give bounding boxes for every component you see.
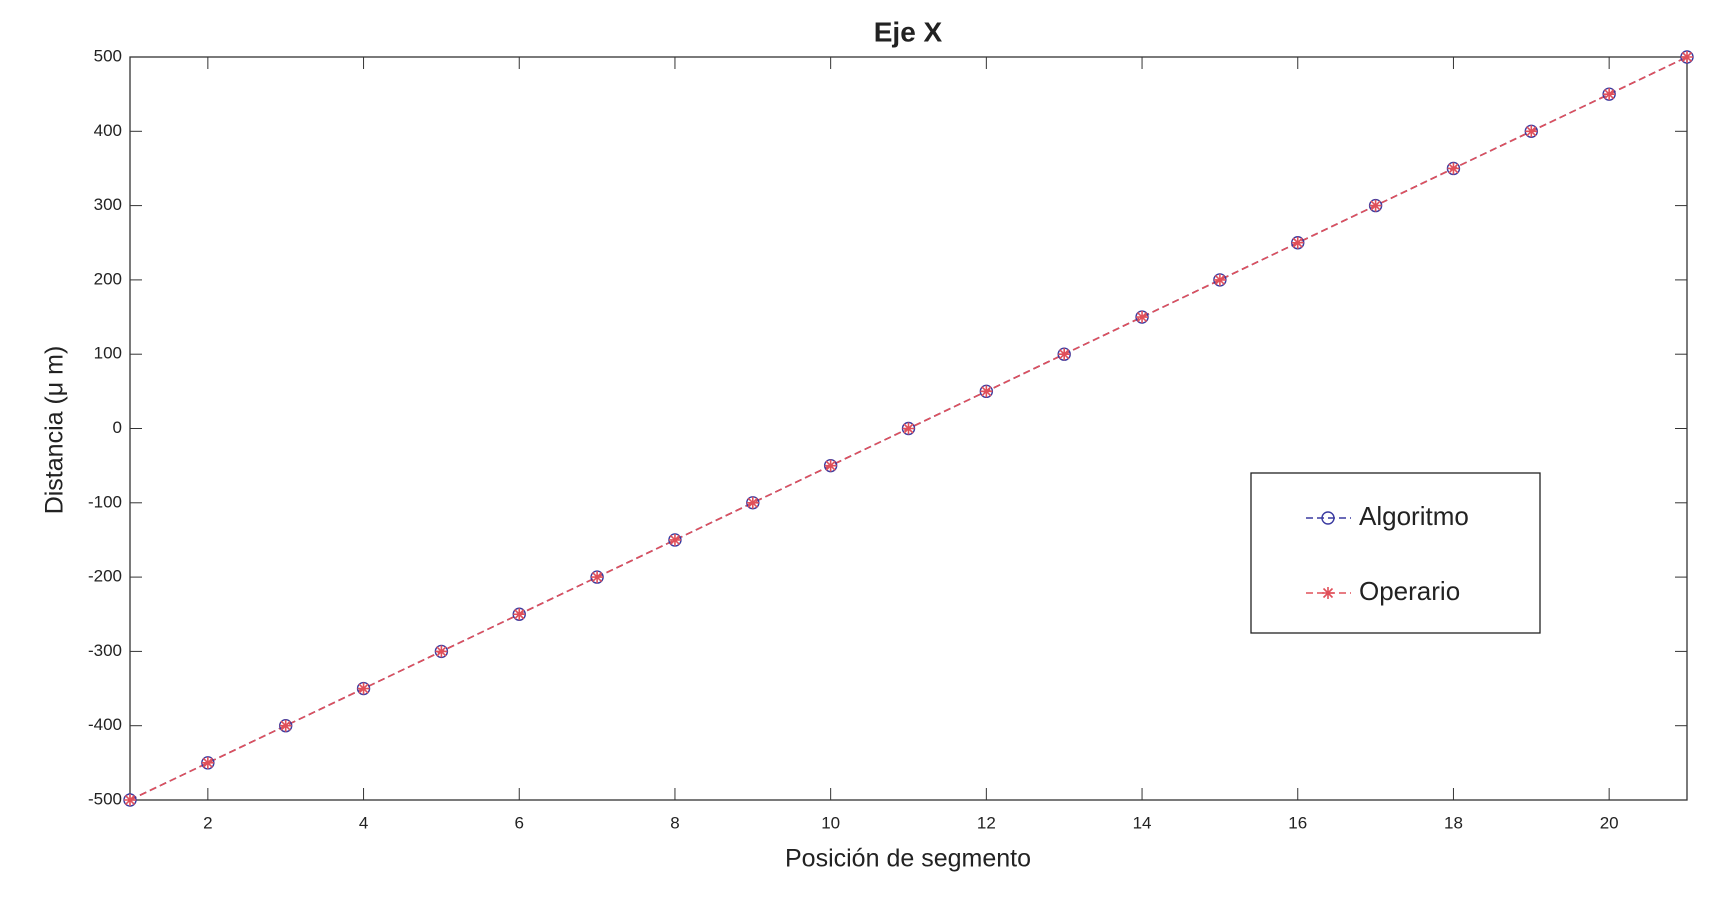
y-tick-label: 300 <box>94 195 122 214</box>
y-axis-label: Distancia (μ m) <box>41 346 69 515</box>
data-point <box>1681 51 1693 63</box>
legend-box <box>1250 472 1541 634</box>
x-tick-label: 12 <box>977 813 996 832</box>
data-point <box>124 794 136 806</box>
chart-title: Eje X <box>874 16 943 47</box>
data-point <box>1603 88 1616 101</box>
y-tick-label: -400 <box>88 715 122 734</box>
data-point <box>435 645 448 658</box>
y-tick-label: 100 <box>94 344 122 363</box>
data-point <box>1058 348 1071 361</box>
data-point <box>201 756 214 769</box>
x-tick-label: 4 <box>359 813 368 832</box>
legend-label: Algoritmo <box>1359 501 1469 531</box>
data-point <box>1291 236 1304 249</box>
x-tick-label: 6 <box>515 813 524 832</box>
y-tick-label: 0 <box>113 418 122 437</box>
y-tick-label: 200 <box>94 269 122 288</box>
data-point <box>902 422 915 435</box>
data-point <box>1136 311 1149 324</box>
x-tick-label: 18 <box>1444 813 1463 832</box>
x-tick-label: 14 <box>1133 813 1152 832</box>
data-point <box>357 682 370 695</box>
x-tick-label: 16 <box>1288 813 1307 832</box>
x-tick-label: 8 <box>670 813 679 832</box>
y-tick-label: -200 <box>88 567 122 586</box>
legend-marker <box>1322 587 1334 599</box>
y-tick-label: 500 <box>94 46 122 65</box>
data-point <box>1525 125 1538 138</box>
x-tick-label: 10 <box>821 813 840 832</box>
data-point <box>591 571 604 584</box>
legend-marker <box>1321 511 1335 525</box>
data-point <box>746 496 759 509</box>
data-point <box>980 385 993 398</box>
data-point <box>668 533 681 546</box>
data-point <box>1369 199 1382 212</box>
legend-label: Operario <box>1359 576 1460 606</box>
y-tick-label: 400 <box>94 121 122 140</box>
x-axis-label: Posición de segmento <box>785 845 1031 873</box>
data-point <box>824 459 837 472</box>
data-point <box>279 719 292 732</box>
y-tick-label: -300 <box>88 641 122 660</box>
x-tick-label: 2 <box>203 813 212 832</box>
data-point <box>1447 162 1460 175</box>
data-point <box>1213 273 1226 286</box>
y-tick-label: -100 <box>88 492 122 511</box>
x-tick-label: 20 <box>1600 813 1619 832</box>
y-tick-label: -500 <box>88 789 122 808</box>
data-point <box>513 608 526 621</box>
